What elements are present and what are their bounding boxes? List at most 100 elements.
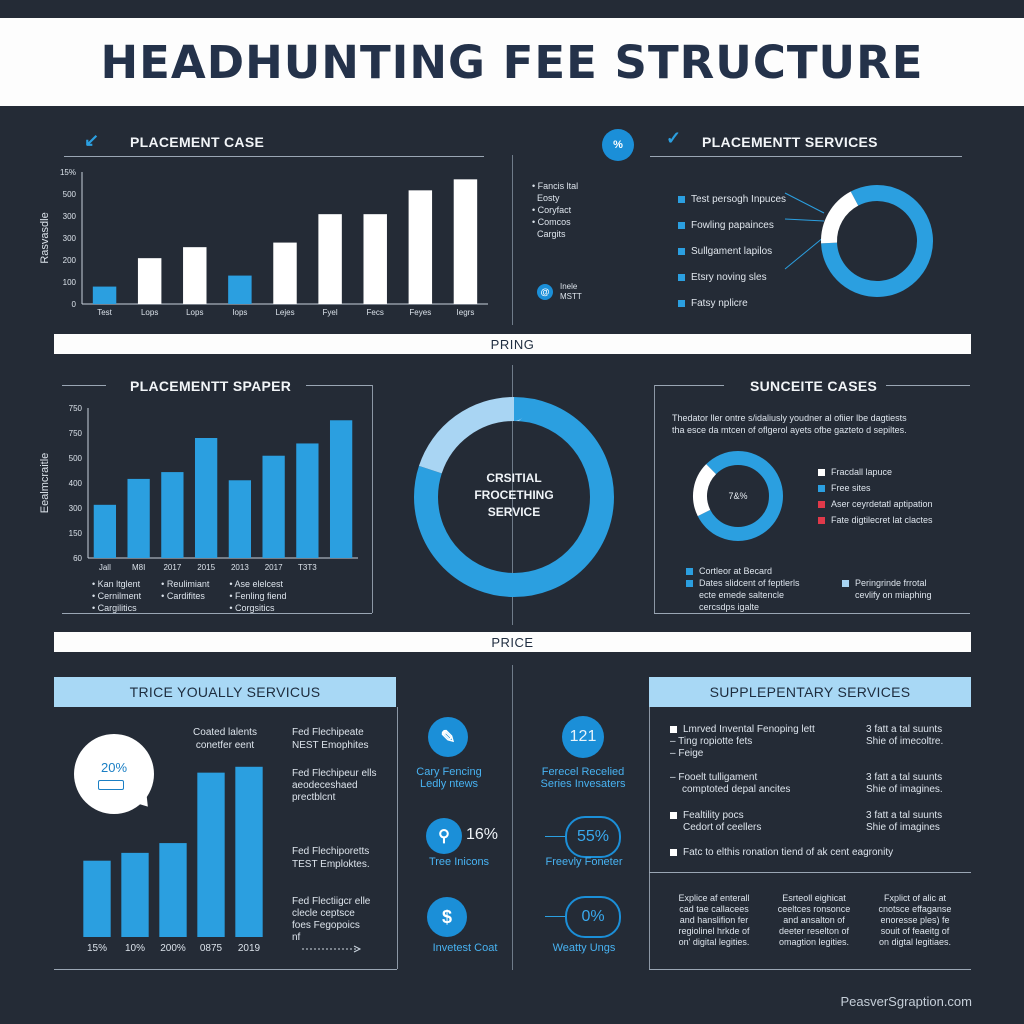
title-banner: HEADHUNTING FEE STRUCTURE	[0, 18, 1024, 106]
at-icon: @	[537, 284, 553, 300]
bar	[318, 214, 342, 304]
placement-case-title: PLACEMENT CASE	[130, 134, 265, 150]
bar	[273, 242, 297, 304]
legend-item: Cargilitics	[97, 603, 137, 613]
legend-item: Corgsitics	[235, 603, 275, 613]
suncite-cases-title: SUNCEITE CASES	[750, 378, 878, 394]
bar	[194, 438, 218, 558]
section-divider-pring: PRING	[54, 334, 971, 354]
row-text: comptoted depal ancites	[682, 784, 791, 795]
divider-line	[62, 385, 106, 386]
note-line: NEST Emophites	[292, 740, 369, 751]
service-item: Sullgament lapilos	[678, 239, 786, 265]
x-tick-label: Iegrs	[457, 308, 475, 317]
ring-label-line: FROCETHING	[474, 488, 554, 502]
row-text: 3 fatt a tal suunts	[866, 810, 943, 821]
x-tick-label: 2013	[231, 563, 249, 570]
bar	[262, 455, 285, 558]
divider-vertical	[512, 155, 513, 325]
placement-services-list: Test persogh Inpuces Fowling papainces S…	[678, 187, 786, 317]
bar	[329, 420, 353, 558]
supplementary-services-title: SUPPLEPENTARY SERVICES	[649, 677, 971, 707]
note-line: Fed Flectiigcr elle	[292, 896, 371, 907]
supp-col-2: Esrteoll eighicat ceeltces ronsonce and an…	[777, 893, 851, 947]
supp-col-3: Fxplict of alic at cnotsce effaganse enore…	[878, 893, 952, 947]
icon-label-5: Invetest Coat	[432, 942, 498, 954]
description-line: Thedator ller ontre s/idaliusly youdner …	[672, 413, 907, 423]
x-tick-label: Feyes	[409, 308, 431, 317]
arrow-icon	[302, 945, 362, 953]
legend-item: Peringrinde frrotal	[842, 577, 932, 589]
number-badge: 121	[562, 716, 604, 758]
supp-row-4: Fatc to elthis ronation tiend of ak cent…	[670, 847, 893, 859]
y-tick-label: 0	[72, 300, 77, 309]
y-tick-label: 15%	[60, 168, 76, 177]
legend-item: Cargits	[537, 229, 566, 239]
bottom-notes-1: Coated lalents conetfer eent	[190, 726, 260, 752]
legend-item: Dates slidcent of feptlerls	[686, 577, 800, 589]
x-tick-label: 2017	[163, 563, 181, 570]
frame-line	[54, 969, 397, 970]
icon-label-2: Ferecel Recelied Series Invesaters	[532, 766, 634, 790]
row-text: Fooelt tulligament	[678, 772, 758, 783]
frame-line	[397, 707, 398, 969]
legend-item: Cernilment	[97, 591, 142, 601]
placement-services-donut	[821, 184, 933, 297]
side-note-line: Inele	[560, 282, 578, 291]
x-tick-label: 2015	[197, 563, 215, 570]
suncite-bottom-right: Peringrinde frrotal cevlify on miaphing	[842, 577, 932, 601]
service-item: Etsry noving sles	[678, 265, 786, 291]
y-tick-label: 500	[69, 454, 83, 463]
note-line: Fed Flechiporetts	[292, 846, 370, 857]
icon-label-line: Ferecel Recelied	[541, 766, 625, 778]
percent-badge: 0%	[565, 896, 621, 938]
legend-item: Fancis ltal	[537, 181, 579, 191]
legend-item: Cortleor at Becard	[686, 565, 800, 577]
icon-label-line: Ledly ntews	[419, 778, 479, 790]
note-line: foes Fegopoics	[292, 920, 360, 931]
icon-value: 16%	[466, 826, 499, 843]
frame-line	[649, 707, 650, 969]
placement-services-title: PLACEMENTT SERVICES	[702, 134, 878, 150]
bottom-notes-2: Fed Flechipeate NEST Emophites	[292, 726, 369, 752]
placement-case-bar-chart: 0 100 200 300 300 500 15% Rasvasdle Test Lops Lops…	[39, 168, 488, 317]
row-text: Lmrved Invental Fenoping lett	[683, 724, 815, 735]
legend-item: Fate digtilecret lat clactes	[818, 512, 933, 528]
note-line: TEST Emploktes.	[292, 859, 370, 870]
legend-item: Aser ceyrdetatl aptipation	[818, 496, 933, 512]
divider-line	[654, 385, 724, 386]
pencil-icon: ✎	[428, 717, 468, 757]
row-text: 3 fatt a tal suunts	[866, 724, 943, 735]
legend-item: Fenling fiend	[235, 591, 287, 601]
check-icon: ↙	[84, 130, 100, 150]
badge-line	[545, 836, 565, 837]
y-tick-label: 100	[63, 278, 77, 287]
note-line: prectblcnt	[292, 792, 336, 803]
legend-item: Kan ltglent	[97, 579, 141, 589]
note-line: Coated lalents	[193, 727, 257, 738]
placement-case-legend: • Fancis ltal Eosty • Coryfact • Comcos …	[532, 181, 579, 239]
x-tick-label: Iops	[232, 308, 247, 317]
frame-line	[62, 613, 372, 614]
legend-item-cont: cercsdps igalte	[699, 602, 760, 612]
bar	[83, 860, 111, 937]
note-line: conetfer eent	[195, 740, 255, 751]
divider-vertical	[512, 365, 513, 625]
x-tick-label: T3T3	[298, 563, 317, 570]
placement-spaper-title: PLACEMENTT SPAPER	[130, 378, 292, 394]
bar	[159, 843, 187, 937]
service-item: Fatsy nplicre	[678, 291, 786, 317]
x-tick-label: Test	[97, 308, 112, 317]
frame-line	[372, 385, 373, 613]
bar	[92, 286, 117, 304]
bar	[127, 478, 150, 558]
note-line: clecle ceptsce	[292, 908, 355, 919]
icon-label-3: Tree Inicons	[428, 856, 490, 868]
y-tick-label: 750	[69, 404, 83, 413]
note-line: Fed Flechipeate	[292, 727, 364, 738]
supp-row-2-right: 3 fatt a tal suunts Shie of imagines.	[866, 772, 943, 796]
location-pin-icon: ⚲	[426, 818, 462, 854]
x-tick-label: 15%	[87, 943, 107, 954]
service-item: Fowling papainces	[678, 213, 786, 239]
y-tick-label: 200	[63, 256, 77, 265]
